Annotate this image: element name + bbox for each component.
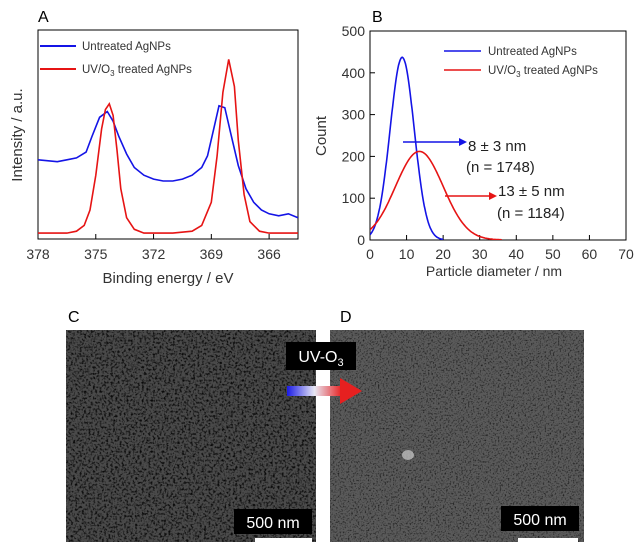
- uv-o3-label: UV-O3: [298, 349, 343, 369]
- xps-chart: 378 375 372 369 366 Untreated AgNPs UV/O3 tr…: [9, 29, 299, 287]
- size-axis-ticks: 0 10 20 30 40 50 60 70 0 100 200 300 400 500: [342, 23, 634, 262]
- size-y-tick-label: 300: [342, 107, 366, 123]
- size-legend-label-untreated: Untreated AgNPs: [488, 46, 577, 58]
- xps-x-tick-label: 369: [200, 246, 224, 262]
- size-legend: Untreated AgNPs UV/O3 treated AgNPs: [444, 46, 598, 79]
- annotation-treated-size: 13 ± 5 nm: [498, 183, 565, 200]
- uv-o3-arrow-head: [340, 378, 362, 404]
- scalebar-label-box-d: [501, 506, 579, 531]
- xps-x-tick-label: 378: [26, 246, 50, 262]
- panel-label-d: D: [340, 309, 352, 326]
- scalebar-label-c: 500 nm: [246, 515, 299, 532]
- size-x-tick-label: 10: [399, 246, 415, 262]
- annotation-untreated-n: (n = 1748): [466, 159, 535, 176]
- xps-legend-label-untreated: Untreated AgNPs: [82, 41, 171, 53]
- size-x-tick-label: 40: [508, 246, 524, 262]
- size-y-axis-label: Count: [313, 115, 330, 156]
- xps-x-tick-label: 375: [84, 246, 108, 262]
- size-y-tick-label: 100: [342, 190, 366, 206]
- xps-plot-frame: [37, 29, 299, 240]
- annotation-untreated: 8 ± 3 nm (n = 1748): [403, 138, 535, 176]
- xps-legend-label-treated: UV/O3 treated AgNPs: [82, 64, 192, 78]
- size-y-tick-label: 200: [342, 148, 366, 164]
- annotation-arrowhead-untreated: [459, 138, 467, 146]
- scalebar-label-d: 500 nm: [513, 512, 566, 529]
- scalebar-c: [255, 538, 312, 542]
- size-y-tick-label: 0: [357, 232, 365, 248]
- xps-x-ticks: 378 375 372 369 366: [26, 234, 281, 262]
- size-x-axis-label: Particle diameter / nm: [426, 263, 562, 279]
- sem-defect: [402, 450, 414, 460]
- xps-series-untreated: [38, 104, 298, 219]
- size-x-tick-label: 30: [472, 246, 488, 262]
- xps-x-axis-label: Binding energy / eV: [103, 270, 234, 287]
- size-y-tick-label: 400: [342, 65, 366, 81]
- size-x-tick-label: 70: [618, 246, 634, 262]
- xps-x-tick-label: 372: [142, 246, 166, 262]
- xps-x-tick-label: 366: [257, 246, 281, 262]
- scalebar-d: [518, 538, 578, 542]
- size-x-tick-label: 60: [582, 246, 598, 262]
- annotation-treated: 13 ± 5 nm (n = 1184): [445, 183, 565, 222]
- uv-o3-label-box: [286, 342, 356, 370]
- scalebar-label-box-c: [234, 509, 312, 534]
- size-x-tick-label: 50: [545, 246, 561, 262]
- sem-image-untreated: 500 nm: [66, 330, 316, 542]
- annotation-arrowhead-treated: [489, 192, 497, 200]
- size-series-untreated: [370, 56, 444, 240]
- size-y-tick-label: 500: [342, 23, 366, 39]
- uv-o3-transition-arrow: UV-O3: [286, 342, 362, 404]
- xps-series-treated: [38, 59, 298, 234]
- panel-label-b: B: [372, 9, 383, 26]
- size-chart: 0 10 20 30 40 50 60 70 0 100 200 300 400 500 Untreate…: [313, 23, 634, 279]
- size-x-tick-label: 0: [366, 246, 374, 262]
- panel-label-a: A: [38, 9, 49, 26]
- xps-y-axis-label: Intensity / a.u.: [9, 88, 26, 181]
- size-series-treated: [370, 150, 502, 240]
- annotation-untreated-size: 8 ± 3 nm: [468, 138, 526, 155]
- panel-label-c: C: [68, 309, 80, 326]
- annotation-treated-n: (n = 1184): [497, 205, 565, 222]
- sem-image-treated: 500 nm: [330, 330, 584, 542]
- size-legend-label-treated: UV/O3 treated AgNPs: [488, 65, 598, 79]
- uv-o3-arrow-shaft: [287, 386, 342, 396]
- xps-legend: Untreated AgNPs UV/O3 treated AgNPs: [40, 41, 192, 78]
- size-x-tick-label: 20: [435, 246, 451, 262]
